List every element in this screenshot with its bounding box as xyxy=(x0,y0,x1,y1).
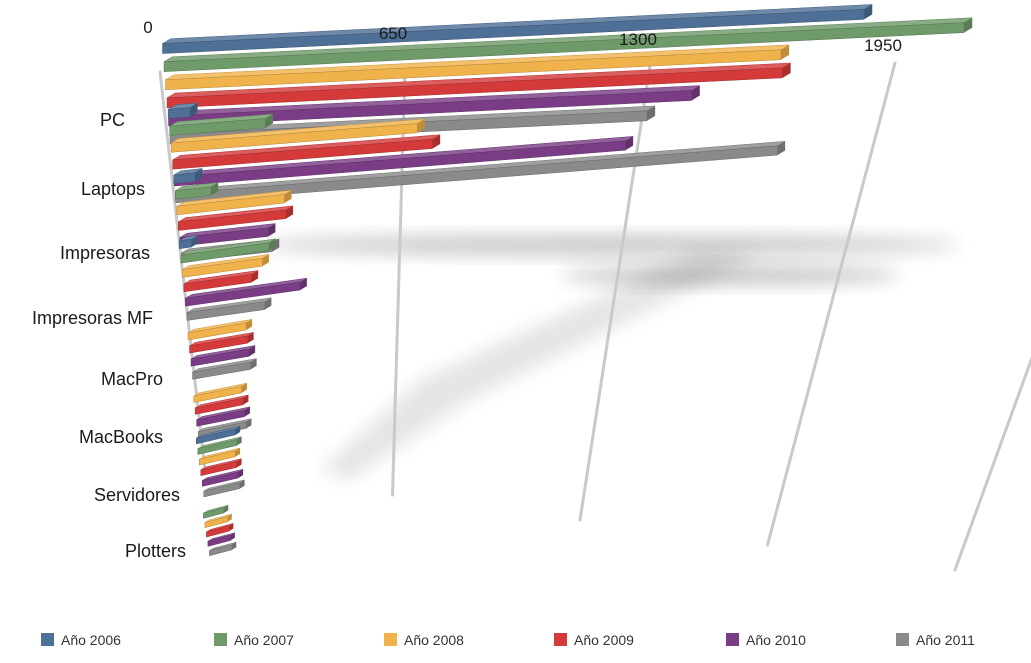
category-label-pc: PC xyxy=(100,110,125,130)
shadow-pc xyxy=(260,235,960,255)
bar-impresoras-a-o-2006 xyxy=(173,168,203,184)
bar-impresoras-a-o-2008 xyxy=(176,189,292,216)
bar-servidores-a-o-2011 xyxy=(203,479,245,498)
bar-plotters-a-o-2011 xyxy=(209,541,237,557)
category-label-macpro: MacPro xyxy=(101,369,163,389)
category-label-impresoras: Impresoras xyxy=(60,243,150,263)
bar-impresoras-mf-a-o-2008 xyxy=(182,254,270,278)
bar-plotters-a-o-2010 xyxy=(207,532,235,547)
bar-impresoras-a-o-2007 xyxy=(175,182,219,200)
bar-laptops-a-o-2006 xyxy=(167,102,198,119)
bar-impresoras-mf-a-o-2010 xyxy=(185,277,307,307)
legend-swatch-a-o-2010 xyxy=(726,633,739,646)
bar-servidores-a-o-2008 xyxy=(199,447,241,466)
bar-macbooks-a-o-2008 xyxy=(193,382,248,403)
bar-plotters-a-o-2008 xyxy=(204,513,232,529)
bar-macpro-a-o-2011 xyxy=(192,358,257,380)
legend-swatch-a-o-2007 xyxy=(214,633,227,646)
category-label-laptops: Laptops xyxy=(81,179,145,199)
bar-plotters-a-o-2009 xyxy=(206,523,234,538)
bar-plotters-a-o-2007 xyxy=(203,504,229,519)
bar-impresoras-mf-a-o-2011 xyxy=(186,297,272,321)
legend-label-a-o-2010: Año 2010 xyxy=(746,632,806,648)
bar-impresoras-mf-a-o-2006 xyxy=(179,234,199,250)
category-label-plotters: Plotters xyxy=(125,541,186,561)
legend-swatch-a-o-2009 xyxy=(554,633,567,646)
tick-labels: 0650130019502600 xyxy=(143,18,902,55)
bar-servidores-a-o-2006 xyxy=(196,425,241,445)
category-label-macbooks: MacBooks xyxy=(79,427,163,447)
category-label-servidores: Servidores xyxy=(94,485,180,505)
bar-macbooks-a-o-2009 xyxy=(194,394,249,415)
legend-label-a-o-2011: Año 2011 xyxy=(916,632,975,648)
legend-label-a-o-2007: Año 2007 xyxy=(234,632,294,648)
bar-impresoras-mf-a-o-2009 xyxy=(183,270,259,293)
bar-macpro-a-o-2008 xyxy=(187,319,253,341)
bar-macbooks-a-o-2010 xyxy=(196,406,251,427)
bar-impresoras-mf-a-o-2007 xyxy=(180,238,276,264)
bar-macpro-a-o-2010 xyxy=(190,345,256,367)
category-label-impresoras-mf: Impresoras MF xyxy=(32,308,153,328)
bar-shadows xyxy=(260,235,960,480)
legend-swatch-a-o-2008 xyxy=(384,633,397,646)
bar-laptops-a-o-2011 xyxy=(175,141,786,204)
bars xyxy=(162,4,973,557)
bar-pc-a-o-2006 xyxy=(162,4,873,54)
bar-laptops-a-o-2009 xyxy=(172,134,441,170)
bar-laptops-a-o-2008 xyxy=(170,118,426,153)
bar-pc-a-o-2008 xyxy=(165,44,790,91)
tick-label-1950: 1950 xyxy=(864,36,902,55)
bar-impresoras-a-o-2009 xyxy=(178,205,294,231)
bar-laptops-a-o-2007 xyxy=(169,113,274,136)
legend: Año 2006 Año 2007 Año 2008 Año 2009 Año 2010… xyxy=(41,632,975,648)
tick-label-650: 650 xyxy=(379,24,407,43)
bar-pc-a-o-2009 xyxy=(166,62,791,109)
legend-label-a-o-2006: Año 2006 xyxy=(61,632,121,648)
gridline-1950 xyxy=(766,61,897,547)
legend-swatch-a-o-2006 xyxy=(41,633,54,646)
bar-servidores-a-o-2010 xyxy=(202,469,244,487)
tick-label-0: 0 xyxy=(143,18,152,37)
gridline-1300 xyxy=(578,64,652,522)
bar-macpro-a-o-2009 xyxy=(189,332,254,354)
floor-shadow xyxy=(320,250,760,480)
gridline-2600 xyxy=(953,356,1031,572)
category-labels: PC Laptops Impresoras Impresoras MF MacPro Ma… xyxy=(32,110,186,561)
bar-pc-a-o-2007 xyxy=(163,17,973,72)
bar-servidores-a-o-2009 xyxy=(200,458,242,477)
tick-label-1300: 1300 xyxy=(619,30,657,49)
legend-swatch-a-o-2011 xyxy=(896,633,909,646)
bar-servidores-a-o-2007 xyxy=(197,436,242,455)
legend-label-a-o-2008: Año 2008 xyxy=(404,632,464,648)
legend-label-a-o-2009: Año 2009 xyxy=(574,632,634,648)
